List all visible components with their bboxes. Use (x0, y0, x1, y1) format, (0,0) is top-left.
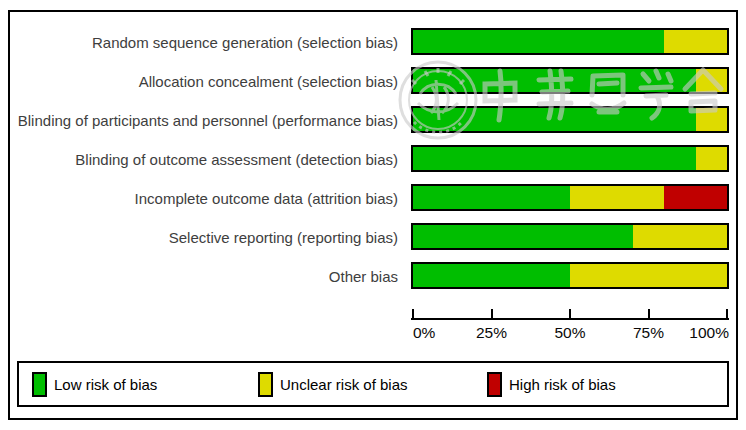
legend-swatch-low-risk-of-bias (32, 372, 47, 397)
bar-track (411, 67, 729, 94)
bar-track (411, 223, 729, 250)
bar-segment-low-risk-of-bias (413, 264, 570, 287)
legend-swatch-high-risk-of-bias (487, 372, 502, 397)
bar-segment-unclear-risk-of-bias (696, 69, 727, 92)
axis-tick-label: 25% (476, 324, 507, 342)
bar-segment-unclear-risk-of-bias (664, 30, 727, 53)
bar-segment-low-risk-of-bias (413, 108, 696, 131)
bar-track (411, 262, 729, 289)
bar-segment-unclear-risk-of-bias (696, 108, 727, 131)
legend-label: High risk of bias (509, 376, 616, 393)
legend-item-low-risk-of-bias: Low risk of bias (32, 363, 157, 405)
bar-segment-low-risk-of-bias (413, 30, 664, 53)
legend: Low risk of bias Unclear risk of bias High… (17, 361, 729, 407)
category-label: Other bias (329, 267, 398, 284)
legend-swatch-unclear-risk-of-bias (258, 372, 273, 397)
risk-of-bias-graph: Random sequence generation (selection bi… (8, 10, 738, 420)
legend-label: Unclear risk of bias (280, 376, 408, 393)
x-axis: 0% 25% 50% 75% 100% (411, 296, 729, 358)
chart-row: Blinding of outcome assessment (detectio… (10, 145, 736, 172)
category-label: Allocation concealment (selection bias) (139, 72, 398, 89)
category-label: Random sequence generation (selection bi… (92, 33, 398, 50)
bar-segment-unclear-risk-of-bias (570, 264, 727, 287)
axis-tick-label: 75% (633, 324, 664, 342)
bar-segment-low-risk-of-bias (413, 69, 696, 92)
bar-segment-low-risk-of-bias (413, 147, 696, 170)
chart-rows: Random sequence generation (selection bi… (10, 28, 736, 301)
bar-track (411, 184, 729, 211)
chart-row: Selective reporting (reporting bias) (10, 223, 736, 250)
axis-tick (491, 309, 493, 320)
category-label: Incomplete outcome data (attrition bias) (135, 189, 398, 206)
axis-tick (569, 309, 571, 320)
bar-track (411, 145, 729, 172)
axis-tick-label: 50% (554, 324, 585, 342)
chart-row: Blinding of participants and personnel (… (10, 106, 736, 133)
chart-row: Random sequence generation (selection bi… (10, 28, 736, 55)
axis-tick (648, 309, 650, 320)
axis-tick (726, 309, 728, 320)
chart-row: Allocation concealment (selection bias) (10, 67, 736, 94)
bar-segment-unclear-risk-of-bias (570, 186, 664, 209)
chart-row: Incomplete outcome data (attrition bias) (10, 184, 736, 211)
bar-segment-low-risk-of-bias (413, 186, 570, 209)
bar-track (411, 28, 729, 55)
category-label: Blinding of outcome assessment (detectio… (75, 150, 398, 167)
bar-segment-low-risk-of-bias (413, 225, 633, 248)
category-label: Selective reporting (reporting bias) (169, 228, 398, 245)
bar-segment-unclear-risk-of-bias (696, 147, 727, 170)
axis-tick-label: 0% (413, 324, 435, 342)
legend-label: Low risk of bias (54, 376, 157, 393)
axis-tick (412, 309, 414, 320)
legend-item-high-risk-of-bias: High risk of bias (487, 363, 616, 405)
bar-segment-unclear-risk-of-bias (633, 225, 727, 248)
bar-track (411, 106, 729, 133)
bar-segment-high-risk-of-bias (664, 186, 727, 209)
category-label: Blinding of participants and personnel (… (18, 111, 398, 128)
axis-tick-label: 100% (689, 324, 729, 342)
legend-item-unclear-risk-of-bias: Unclear risk of bias (258, 363, 408, 405)
chart-row: Other bias (10, 262, 736, 289)
